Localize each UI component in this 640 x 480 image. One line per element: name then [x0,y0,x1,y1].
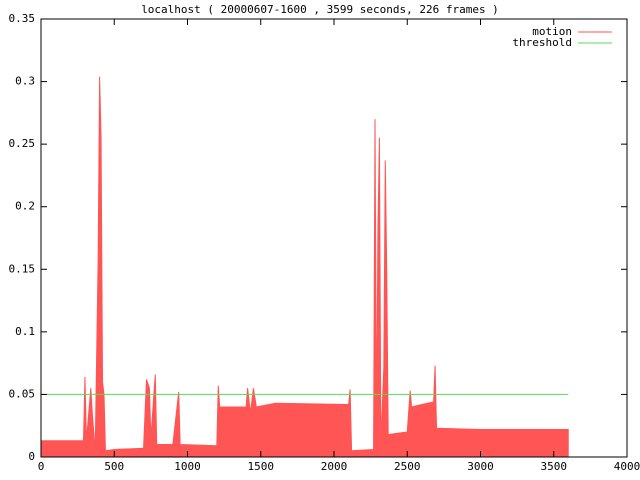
x-tick-label: 3000 [467,460,494,473]
x-tick-label: 2500 [394,460,421,473]
chart-title: localhost ( 20000607-1600 , 3599 seconds… [141,3,499,16]
x-tick-label: 500 [104,460,124,473]
y-tick-label: 0.1 [15,325,35,338]
legend-label: threshold [512,36,572,49]
x-tick-label: 2000 [321,460,348,473]
y-tick-label: 0.2 [15,200,35,213]
y-tick-label: 0.35 [9,12,36,25]
y-tick-label: 0.3 [15,75,35,88]
motion-area [40,76,569,458]
y-tick-label: 0.25 [9,137,36,150]
legend-label: motion [532,25,572,38]
y-tick-label: 0.05 [9,387,36,400]
x-tick-label: 0 [38,460,45,473]
x-tick-label: 1500 [248,460,275,473]
x-tick-label: 1000 [174,460,201,473]
plot-frame [40,18,628,458]
y-tick-label: 0 [28,450,35,463]
y-tick-label: 0.15 [9,262,36,275]
x-tick-label: 3500 [541,460,568,473]
x-tick-label: 4000 [614,460,640,473]
